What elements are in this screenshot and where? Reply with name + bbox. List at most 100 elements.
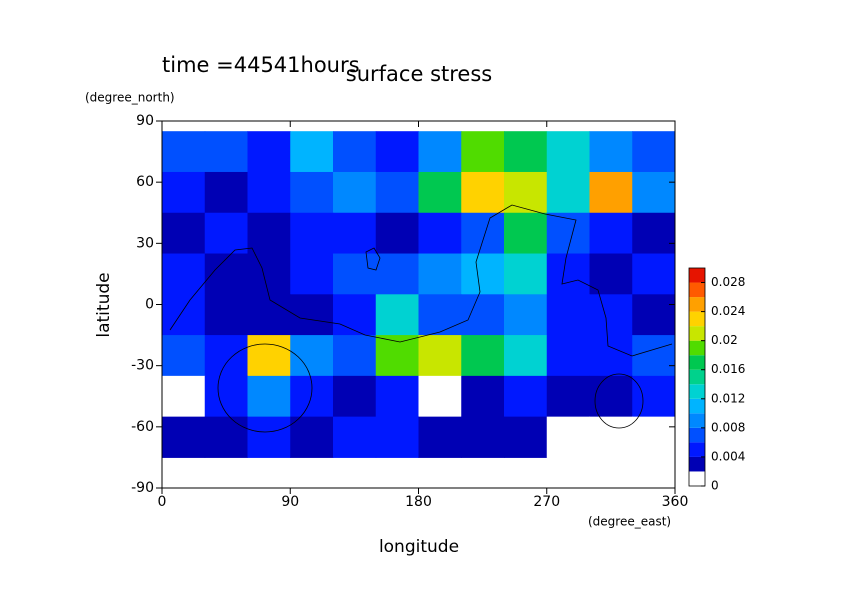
- y-tick-label: 0: [145, 297, 154, 313]
- cell: [589, 253, 633, 295]
- cell: [204, 375, 248, 418]
- cell: [418, 294, 462, 336]
- y-tick-label: -60: [131, 419, 154, 435]
- cell: [290, 212, 334, 255]
- cell: [461, 171, 505, 214]
- cell: [375, 375, 419, 418]
- cell: [162, 335, 206, 377]
- colorbar-band: [689, 268, 705, 283]
- cell: [632, 375, 675, 418]
- coastlines: [169, 204, 673, 433]
- cell: [461, 335, 505, 377]
- y-axis-label: latitude: [94, 272, 114, 337]
- cell: [589, 294, 633, 336]
- cell: [632, 253, 675, 295]
- cell: [461, 253, 505, 295]
- cell: [290, 294, 334, 336]
- cell: [632, 171, 675, 214]
- cell: [162, 212, 206, 255]
- cell: [333, 131, 377, 173]
- cell: [546, 294, 590, 336]
- cell: [418, 253, 462, 295]
- cell: [247, 375, 291, 418]
- x-tick-label: 270: [533, 494, 560, 510]
- cell: [375, 253, 419, 295]
- coastline: [169, 204, 673, 357]
- cell: [162, 416, 206, 458]
- cell: [546, 416, 590, 458]
- cell: [504, 416, 548, 458]
- cell: [375, 416, 419, 458]
- cell: [418, 416, 462, 458]
- cell: [375, 171, 419, 214]
- cell: [204, 294, 248, 336]
- colorbar-band: [689, 456, 705, 472]
- cell: [290, 171, 334, 214]
- cell: [504, 294, 548, 336]
- x-tick-label: 180: [405, 494, 432, 510]
- y-tick-label: 60: [136, 174, 154, 190]
- cell: [589, 416, 633, 458]
- coastline: [594, 373, 644, 429]
- colorbar-band: [689, 355, 705, 370]
- cell: [204, 335, 248, 377]
- coastline: [217, 343, 313, 433]
- cell: [247, 171, 291, 214]
- cell: [333, 335, 377, 377]
- cell: [204, 171, 248, 214]
- x-tick-label: 360: [662, 494, 689, 510]
- chart-title: surface stress: [346, 62, 492, 86]
- cell: [461, 416, 505, 458]
- cell: [162, 253, 206, 295]
- colorbar-tick-label: 0.028: [711, 275, 745, 289]
- y-tick-label: -90: [131, 480, 154, 496]
- y-tick-label: 30: [136, 235, 154, 251]
- cell: [504, 375, 548, 418]
- cell: [162, 131, 206, 173]
- colorbar-band: [689, 471, 705, 486]
- cell: [461, 375, 505, 418]
- cell: [632, 294, 675, 336]
- cell: [204, 131, 248, 173]
- cell: [247, 335, 291, 377]
- cell: [333, 294, 377, 336]
- cell: [461, 294, 505, 336]
- y-tick-label: 90: [136, 113, 154, 129]
- cell: [418, 335, 462, 377]
- cell: [546, 171, 590, 214]
- cell: [333, 375, 377, 418]
- cell: [546, 131, 590, 173]
- cell: [504, 335, 548, 377]
- cell: [589, 171, 633, 214]
- cell: [418, 171, 462, 214]
- cell: [461, 131, 505, 173]
- colorbar-band: [689, 326, 705, 341]
- colorbar-band: [689, 384, 705, 399]
- cell: [546, 212, 590, 255]
- cell: [375, 131, 419, 173]
- cell: [333, 416, 377, 458]
- cell: [247, 253, 291, 295]
- colorbar-frame: [688, 267, 706, 487]
- cell: [375, 294, 419, 336]
- field: [162, 131, 675, 458]
- colorbar-tick-label: 0.016: [711, 362, 745, 376]
- cell: [290, 253, 334, 295]
- colorbar: 0 0.004 0.008 0.012 0.016 0.02 0.024 0.028: [688, 267, 745, 493]
- cell: [632, 335, 675, 377]
- cell: [375, 335, 419, 377]
- colorbar-band: [689, 297, 705, 312]
- colorbar-band: [689, 413, 705, 428]
- cell: [290, 131, 334, 173]
- cell: [162, 171, 206, 214]
- cell: [204, 212, 248, 255]
- colorbar-band: [689, 398, 705, 414]
- x-unit: (degree_east): [588, 515, 671, 529]
- cell: [632, 416, 675, 458]
- subtitle: time =44541hours: [162, 53, 360, 77]
- cell: [247, 131, 291, 173]
- cell: [333, 253, 377, 295]
- colorbar-tick-label: 0.012: [711, 391, 745, 405]
- cell: [375, 212, 419, 255]
- colorbar-band: [689, 427, 705, 443]
